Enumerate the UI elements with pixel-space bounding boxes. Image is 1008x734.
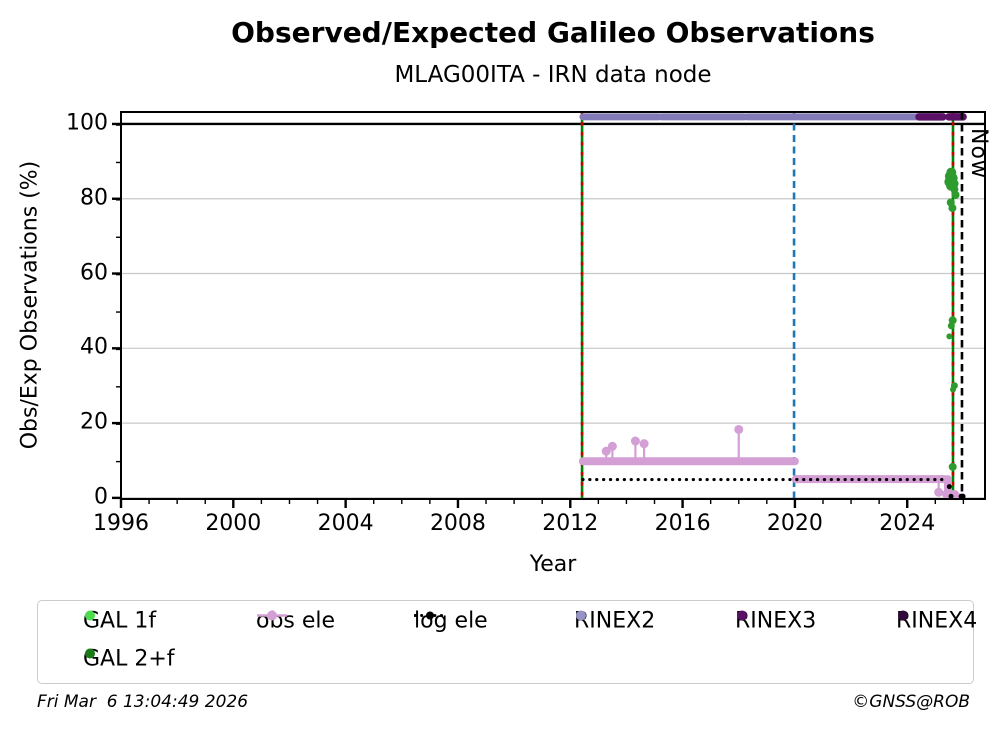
legend-label: GAL 1f (83, 608, 157, 634)
legend-dot-icon (898, 610, 908, 621)
legend-item-rinex4: RINEX4 (896, 609, 977, 634)
copyright-text: ©GNSS@ROB (852, 692, 970, 712)
legend-item-rinex2: RINEX2 (574, 609, 655, 634)
y-tick-label: 80 (80, 185, 108, 211)
now-line-label: Now (966, 128, 991, 179)
y-tick-label: 40 (80, 334, 108, 360)
y-tick-label: 0 (94, 484, 108, 510)
x-tick-label: 2004 (317, 511, 374, 536)
legend-dot-icon (85, 610, 95, 621)
x-axis-label: Year (529, 552, 577, 577)
x-tick-label: 2008 (429, 511, 486, 536)
legend-dot-icon (576, 610, 586, 621)
legend-item-gal-2-f: GAL 2+f (83, 647, 175, 672)
legend-item-rinex3: RINEX3 (735, 609, 816, 634)
plot-timestamp: Fri Mar 6 13:04:49 2026 (37, 692, 249, 712)
y-tick-label: 100 (66, 110, 108, 136)
legend-item-gal-1f: GAL 1f (83, 609, 156, 634)
x-tick-label: 2016 (654, 511, 711, 536)
x-tick-label: 1996 (93, 511, 149, 536)
chart-legend: GAL 1f GAL 2+f obs ele log ele RINEX2 RINEX3 R… (37, 600, 977, 684)
legend-dotted-marker-icon (414, 611, 446, 620)
legend-label: RINEX2 (574, 608, 656, 634)
legend-label: log ele (414, 608, 488, 634)
y-tick-label: 60 (80, 260, 108, 286)
legend-label: GAL 2+f (83, 646, 175, 672)
y-tick-label: 20 (80, 409, 108, 435)
legend-label: RINEX3 (735, 608, 817, 634)
legend-item-obs-ele: obs ele (256, 609, 335, 634)
chart-subtitle: MLAG00ITA - IRN data node (394, 62, 712, 88)
legend-item-log-ele: log ele (414, 609, 488, 634)
x-tick-label: 2020 (766, 511, 823, 536)
x-tick-label: 2024 (879, 511, 936, 536)
chart-title: Observed/Expected Galileo Observations (231, 16, 875, 49)
x-tick-label: 2000 (205, 511, 262, 536)
legend-dot-icon (737, 610, 747, 621)
legend-dot-icon (85, 648, 95, 659)
legend-line-marker-icon (257, 610, 287, 621)
x-tick-label: 2012 (542, 511, 599, 536)
legend-label: RINEX4 (896, 608, 978, 634)
